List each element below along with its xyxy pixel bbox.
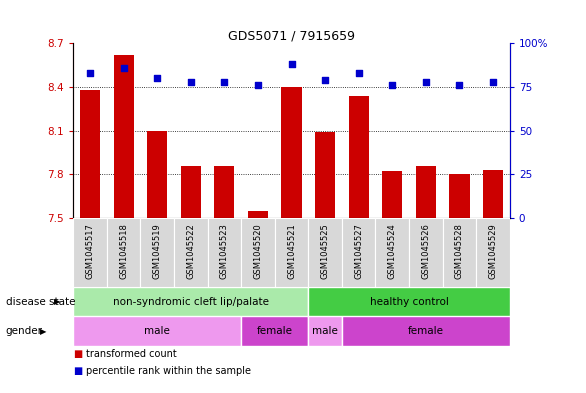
Bar xyxy=(73,287,308,316)
Bar xyxy=(483,170,503,218)
Point xyxy=(421,79,431,85)
Bar xyxy=(248,211,268,218)
Point xyxy=(387,82,397,88)
Bar xyxy=(214,165,234,218)
Bar xyxy=(107,218,141,287)
Text: male: male xyxy=(312,326,338,336)
Text: ■: ■ xyxy=(73,366,83,376)
Text: GSM1045519: GSM1045519 xyxy=(153,224,162,279)
Point xyxy=(253,82,263,88)
Bar xyxy=(73,316,241,346)
Text: ▶: ▶ xyxy=(54,297,60,306)
Text: GSM1045529: GSM1045529 xyxy=(489,224,498,279)
Point xyxy=(186,79,196,85)
Text: GSM1045522: GSM1045522 xyxy=(186,224,195,279)
Bar xyxy=(382,171,403,218)
Point xyxy=(354,70,363,76)
Bar xyxy=(114,55,134,218)
Bar xyxy=(73,218,107,287)
Text: female: female xyxy=(257,326,293,336)
Text: non-syndromic cleft lip/palate: non-syndromic cleft lip/palate xyxy=(113,297,269,307)
Bar xyxy=(342,218,376,287)
Text: GSM1045527: GSM1045527 xyxy=(354,224,363,279)
Text: ■: ■ xyxy=(73,349,83,359)
Bar xyxy=(308,218,342,287)
Bar xyxy=(281,87,302,218)
Text: GSM1045528: GSM1045528 xyxy=(455,224,464,279)
Bar xyxy=(275,218,308,287)
Text: gender: gender xyxy=(6,326,43,336)
Text: GSM1045520: GSM1045520 xyxy=(254,224,263,279)
Point xyxy=(455,82,464,88)
Bar xyxy=(141,218,174,287)
Bar xyxy=(442,218,476,287)
Bar xyxy=(476,218,510,287)
Text: male: male xyxy=(144,326,170,336)
Text: GSM1045526: GSM1045526 xyxy=(421,224,430,279)
Point xyxy=(488,79,498,85)
Point xyxy=(321,77,330,83)
Point xyxy=(119,64,128,71)
Text: GSM1045524: GSM1045524 xyxy=(388,224,397,279)
Text: GSM1045521: GSM1045521 xyxy=(287,224,296,279)
Text: GSM1045523: GSM1045523 xyxy=(220,224,229,279)
Bar xyxy=(308,287,510,316)
Point xyxy=(220,79,229,85)
Title: GDS5071 / 7915659: GDS5071 / 7915659 xyxy=(228,29,355,42)
Point xyxy=(287,61,297,67)
Bar xyxy=(449,174,469,218)
Bar xyxy=(342,316,510,346)
Bar xyxy=(241,218,275,287)
Text: GSM1045517: GSM1045517 xyxy=(86,224,94,279)
Bar xyxy=(376,218,409,287)
Bar xyxy=(207,218,241,287)
Bar xyxy=(409,218,442,287)
Text: percentile rank within the sample: percentile rank within the sample xyxy=(86,366,251,376)
Bar xyxy=(180,165,201,218)
Bar xyxy=(174,218,207,287)
Text: GSM1045525: GSM1045525 xyxy=(321,224,329,279)
Text: healthy control: healthy control xyxy=(370,297,448,307)
Bar xyxy=(416,165,436,218)
Bar xyxy=(349,95,369,218)
Text: GSM1045518: GSM1045518 xyxy=(119,224,128,279)
Point xyxy=(86,70,95,76)
Point xyxy=(152,75,162,81)
Text: disease state: disease state xyxy=(6,297,76,307)
Bar xyxy=(315,132,335,218)
Text: female: female xyxy=(408,326,444,336)
Bar xyxy=(308,316,342,346)
Bar xyxy=(80,90,100,218)
Text: ▶: ▶ xyxy=(40,327,46,336)
Bar xyxy=(147,130,167,218)
Bar xyxy=(241,316,308,346)
Text: transformed count: transformed count xyxy=(86,349,177,359)
